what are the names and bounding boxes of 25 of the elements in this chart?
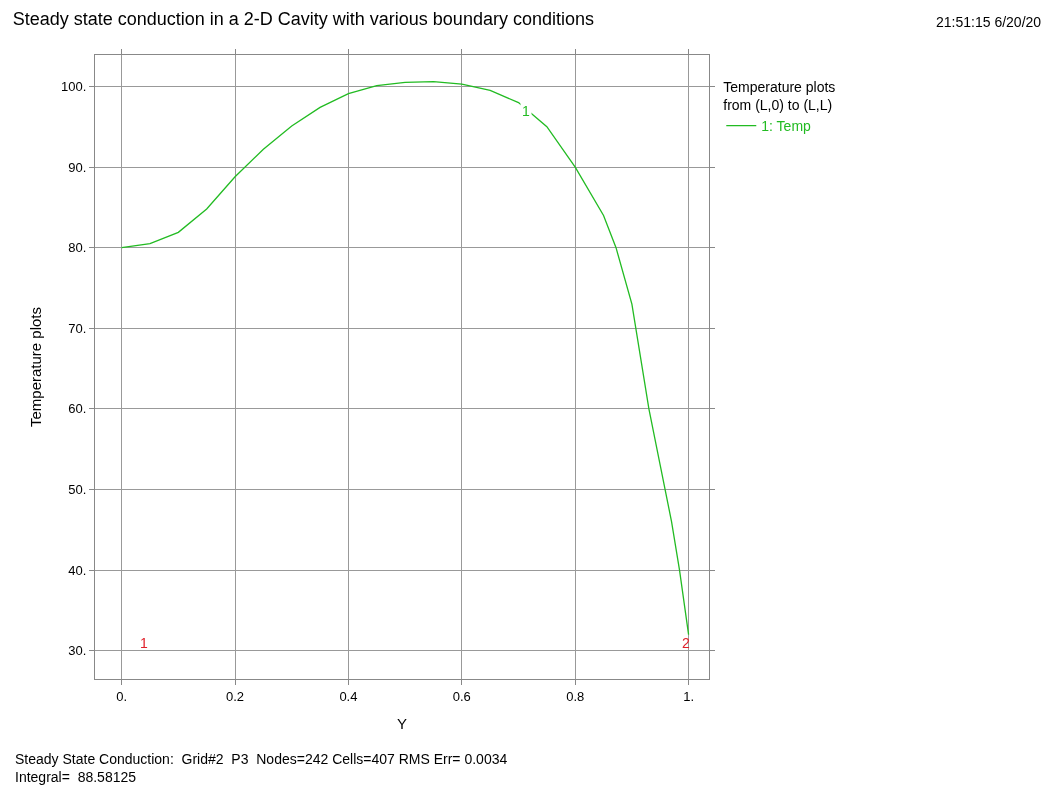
y-axis-title: Temperature plots xyxy=(27,306,45,428)
y-tick-label: 70. xyxy=(68,320,87,336)
annotation: 2 xyxy=(682,635,690,651)
x-tick-label: 0.2 xyxy=(226,688,245,704)
annotation: 1 xyxy=(522,103,530,119)
text: 21:51:15 6/20/20 xyxy=(936,14,1042,30)
x-tick-label: 0.4 xyxy=(339,688,358,704)
y-tick-label: 40. xyxy=(68,562,87,578)
annotation: 1 xyxy=(140,635,148,651)
y-tick-label: 90. xyxy=(68,159,87,175)
y-tick-label: 80. xyxy=(68,240,87,256)
x-tick-label: 0. xyxy=(116,688,128,704)
x-tick-label: 0.8 xyxy=(566,688,585,704)
x-tick-label: 0.6 xyxy=(452,688,471,704)
text: Steady State Conduction: Grid#2 P3 Nodes=242 Cells=407 RMS Err= 0.0034 Integral= 88.58125 xyxy=(15,751,508,786)
x-tick-label: 1. xyxy=(683,688,695,704)
y-tick-label: 50. xyxy=(68,482,87,498)
y-tick-label: 60. xyxy=(68,401,87,417)
x-axis-title: Y xyxy=(396,714,408,732)
legend-title: Temperature plots from (L,0) to (L,L) xyxy=(723,78,836,114)
chart-title: Steady state conduction in a 2-D Cavity with various boundary conditions xyxy=(12,8,594,29)
legend-label: 1: Temp xyxy=(761,118,812,135)
y-tick-label: 30. xyxy=(68,643,87,659)
line-series xyxy=(121,80,690,636)
y-tick-label: 100. xyxy=(61,78,87,94)
